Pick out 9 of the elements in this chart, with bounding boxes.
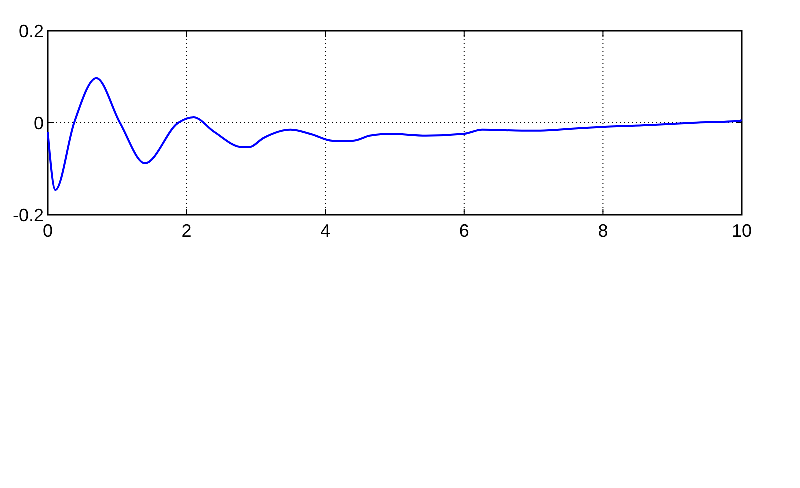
- y-tick-label: 0.2: [18, 21, 44, 42]
- x-tick-label: 4: [320, 221, 331, 241]
- y-tick-label: -0.2: [12, 205, 44, 226]
- x-tick-label: 2: [182, 221, 192, 241]
- x-tick-label: 8: [598, 221, 608, 241]
- x-tick-label: 6: [459, 221, 470, 241]
- x-tick-label: 10: [732, 221, 752, 241]
- line-series: [47, 77, 743, 192]
- y-tick-label: 0: [34, 113, 44, 134]
